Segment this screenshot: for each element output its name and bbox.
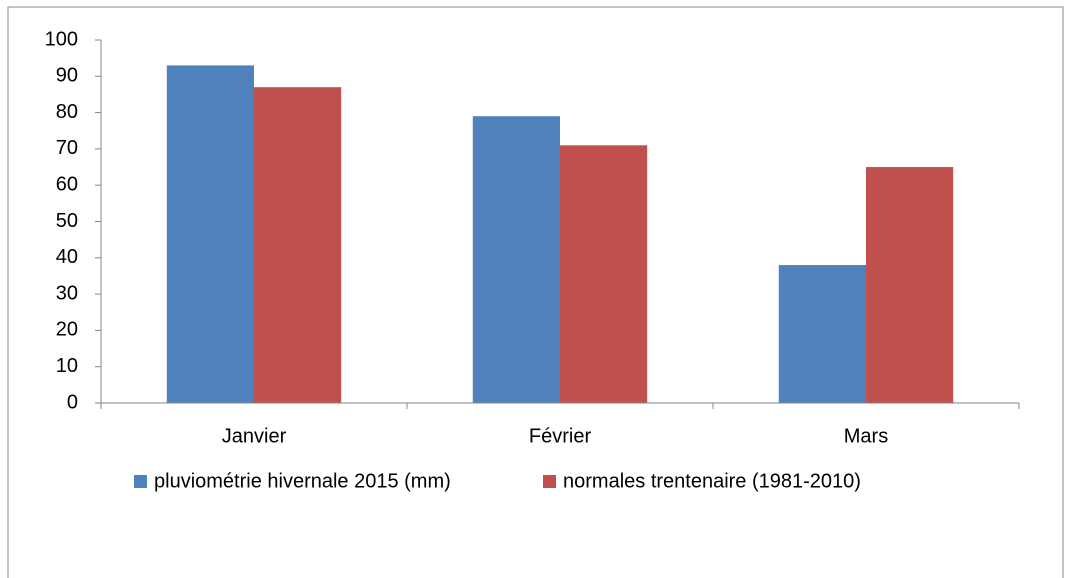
- y-tick-label: 90: [56, 65, 78, 87]
- chart-frame: [7, 6, 1064, 578]
- x-tick-label: Mars: [844, 425, 888, 447]
- legend-swatch: [543, 475, 556, 488]
- y-tick-label: 20: [56, 319, 78, 341]
- y-tick-label: 70: [56, 137, 78, 159]
- bar: [472, 116, 560, 403]
- bar: [778, 265, 866, 403]
- bar: [560, 145, 648, 403]
- y-tick-label: 0: [67, 391, 78, 413]
- x-tick-label: Janvier: [222, 425, 287, 447]
- bar: [866, 167, 954, 403]
- x-tick-label: Février: [529, 425, 592, 447]
- y-tick-label: 10: [56, 355, 78, 377]
- y-tick-label: 50: [56, 210, 78, 232]
- y-tick-label: 40: [56, 246, 78, 268]
- bar: [166, 65, 254, 403]
- legend-label: pluviométrie hivernale 2015 (mm): [154, 470, 451, 492]
- y-tick-label: 80: [56, 101, 78, 123]
- legend-label: normales trentenaire (1981-2010): [563, 470, 861, 492]
- bar: [254, 87, 342, 403]
- y-tick-label: 60: [56, 173, 78, 195]
- y-tick-label: 100: [45, 28, 78, 50]
- y-tick-label: 30: [56, 282, 78, 304]
- legend-swatch: [134, 475, 147, 488]
